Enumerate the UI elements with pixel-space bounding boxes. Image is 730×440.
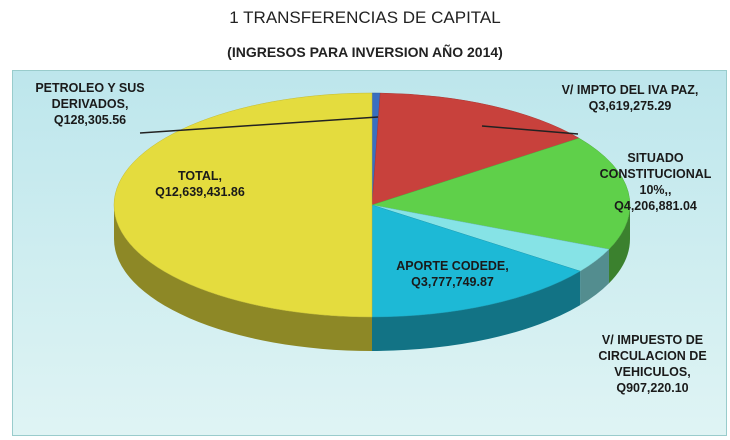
- leader-line: [481, 125, 579, 135]
- pie-slice: [371, 92, 580, 206]
- value-label: Q128,305.56: [53, 113, 127, 127]
- value-label: Q3,619,275.29: [588, 99, 672, 113]
- category-label: V/ IMPUESTO DE CIRCULACION DE VEHICULOS,: [598, 333, 707, 379]
- chart-title: 1 TRANSFERENCIAS DE CAPITAL: [229, 8, 501, 27]
- data-label: V/ IMPTO DEL IVA PAZ, Q3,619,275.29: [555, 82, 705, 114]
- slice-side: [114, 205, 372, 351]
- data-label: SITUADO CONSTITUCIONAL 10%,, Q4,206,881.0…: [588, 150, 723, 214]
- category-label: APORTE CODEDE,: [396, 259, 509, 273]
- chart-subtitle: (INGRESOS PARA INVERSION AÑO 2014): [227, 44, 503, 60]
- data-label: PETROLEO Y SUS DERIVADOS, Q128,305.56: [28, 80, 152, 128]
- value-label: Q4,206,881.04: [614, 199, 697, 213]
- data-label: APORTE CODEDE, Q3,777,749.87: [385, 258, 520, 290]
- category-label: PETROLEO Y SUS DERIVADOS,: [35, 81, 145, 111]
- slice-side: [608, 205, 630, 284]
- slice-side: [372, 271, 581, 351]
- leader-line: [139, 116, 379, 134]
- category-label: TOTAL,: [178, 169, 222, 183]
- value-label: Q3,777,749.87: [411, 275, 494, 289]
- data-label: V/ IMPUESTO DE CIRCULACION DE VEHICULOS,…: [580, 332, 725, 396]
- category-label: SITUADO CONSTITUCIONAL 10%,,: [599, 151, 712, 197]
- pie: [113, 92, 631, 351]
- pie-slice: [113, 92, 373, 318]
- value-label: Q12,639,431.86: [155, 185, 245, 199]
- data-label: TOTAL, Q12,639,431.86: [125, 168, 275, 200]
- category-label: V/ IMPTO DEL IVA PAZ,: [561, 83, 699, 97]
- pie-slice: [371, 204, 581, 318]
- value-label: Q907,220.10: [616, 381, 689, 395]
- slice-side: [580, 249, 609, 306]
- pie-slice: [371, 137, 631, 250]
